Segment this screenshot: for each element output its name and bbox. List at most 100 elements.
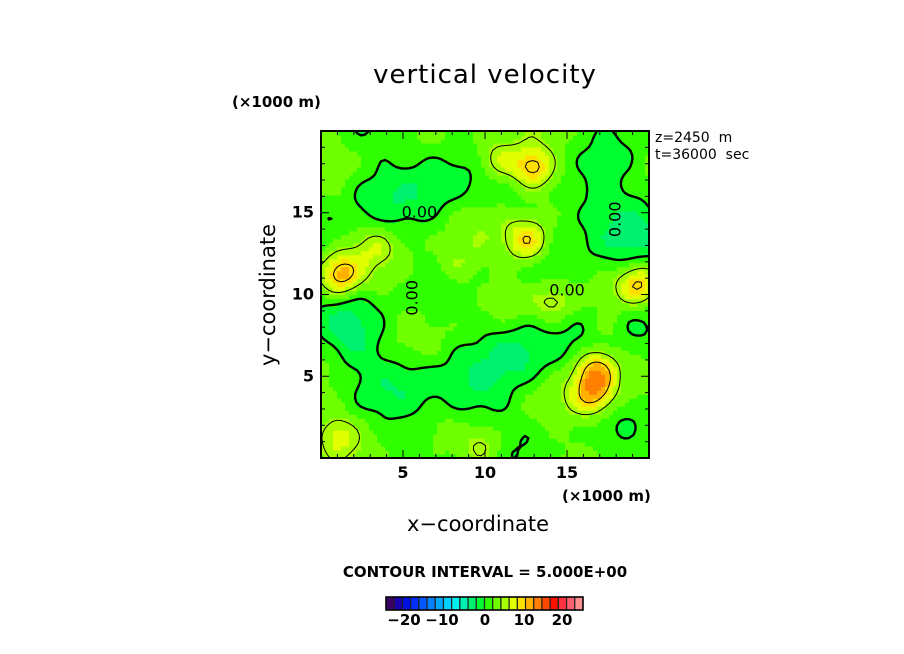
field-cell <box>417 414 422 419</box>
field-cell <box>537 358 542 363</box>
field-cell <box>357 266 362 272</box>
field-cell <box>437 250 442 256</box>
field-cell <box>329 410 334 415</box>
field-cell <box>437 234 442 240</box>
field-cell <box>569 218 574 224</box>
field-cell <box>505 454 510 458</box>
field-cell <box>633 226 638 232</box>
field-cell <box>425 298 430 304</box>
field-cell <box>477 354 482 359</box>
field-cell <box>465 378 470 383</box>
field-cell <box>565 370 570 375</box>
field-cell <box>589 314 594 320</box>
field-cell <box>465 434 470 439</box>
field-cell <box>629 290 634 296</box>
field-cell <box>369 362 374 367</box>
field-cell <box>433 318 438 324</box>
field-cell <box>409 446 414 451</box>
field-cell <box>457 214 462 220</box>
field-cell <box>453 370 458 375</box>
field-cell <box>497 294 502 300</box>
field-cell <box>537 350 542 355</box>
field-cell <box>569 246 574 252</box>
field-cell <box>529 294 534 300</box>
field-cell <box>409 250 414 256</box>
field-cell <box>457 310 462 316</box>
field-cell <box>409 226 414 232</box>
field-cell <box>613 298 618 304</box>
field-cell <box>377 422 382 427</box>
field-cell <box>361 306 366 312</box>
field-cell <box>641 426 646 431</box>
field-cell <box>645 262 649 268</box>
field-cell <box>401 374 406 379</box>
field-cell <box>429 366 434 371</box>
field-cell <box>541 410 546 415</box>
field-cell <box>597 370 602 375</box>
field-cell <box>325 306 330 312</box>
field-cell <box>457 234 462 240</box>
field-cell <box>457 402 462 407</box>
field-cell <box>593 314 598 320</box>
field-cell <box>329 442 334 447</box>
field-cell <box>481 338 486 343</box>
field-cell <box>381 346 386 351</box>
field-cell <box>633 354 638 359</box>
field-cell <box>637 382 642 387</box>
field-cell <box>445 250 450 256</box>
field-cell <box>585 262 590 268</box>
field-cell <box>609 226 614 232</box>
field-cell <box>325 362 330 367</box>
field-cell <box>617 422 622 427</box>
field-cell <box>373 418 378 423</box>
field-cell <box>645 322 649 328</box>
field-cell <box>353 286 358 292</box>
field-cell <box>409 214 414 220</box>
field-cell <box>569 290 574 296</box>
field-cell <box>345 286 350 292</box>
field-cell <box>429 254 434 260</box>
field-cell <box>597 310 602 316</box>
field-cell <box>353 334 358 339</box>
field-cell <box>337 354 342 359</box>
field-cell <box>461 250 466 256</box>
field-cell <box>509 286 514 292</box>
field-cell <box>541 454 546 458</box>
field-cell <box>425 262 430 268</box>
field-cell <box>469 370 474 375</box>
field-cell <box>421 246 426 252</box>
field-cell <box>445 410 450 415</box>
field-cell <box>429 350 434 355</box>
field-cell <box>405 442 410 447</box>
field-cell <box>441 358 446 363</box>
field-cell <box>517 450 522 455</box>
field-cell <box>369 250 374 256</box>
field-cell <box>597 354 602 359</box>
field-cell <box>633 438 638 443</box>
field-cell <box>437 402 442 407</box>
field-cell <box>461 238 466 244</box>
field-cell <box>397 226 402 232</box>
field-cell <box>513 226 518 232</box>
field-cell <box>625 450 630 455</box>
field-cell <box>369 266 374 272</box>
field-cell <box>601 402 606 407</box>
field-cell <box>637 402 642 407</box>
field-cell <box>497 266 502 272</box>
field-cell <box>473 434 478 439</box>
field-cell <box>425 310 430 316</box>
field-cell <box>505 374 510 379</box>
field-cell <box>497 302 502 308</box>
field-cell <box>593 290 598 296</box>
field-cell <box>561 238 566 244</box>
field-cell <box>489 418 494 423</box>
field-cell <box>557 306 562 312</box>
field-cell <box>337 394 342 399</box>
field-cell <box>413 418 418 423</box>
field-cell <box>365 294 370 300</box>
field-cell <box>437 266 442 272</box>
field-cell <box>413 238 418 244</box>
field-cell <box>325 394 330 399</box>
field-cell <box>613 426 618 431</box>
field-cell <box>417 314 422 320</box>
